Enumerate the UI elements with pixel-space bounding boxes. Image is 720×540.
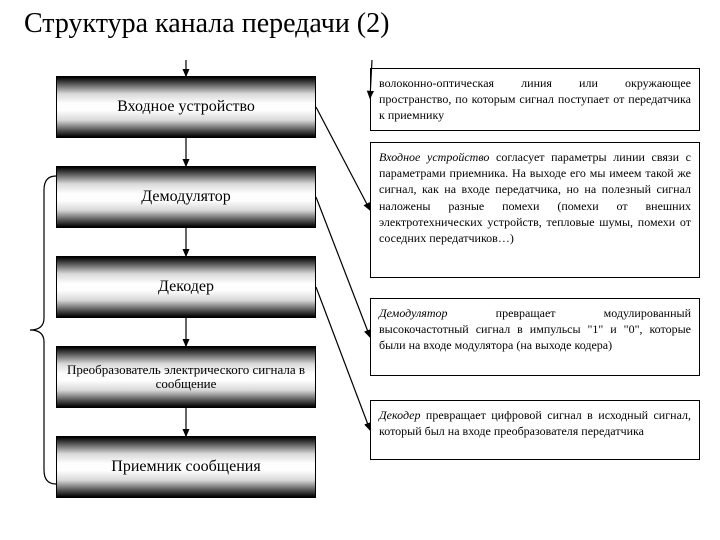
desc-text: согласует параметры линии связи с параме… [379,150,691,245]
desc-line: волоконно-оптическая линия или окружающе… [370,68,700,131]
desc-demodulator: Демодулятор превращает модулированный вы… [370,298,700,376]
blocks-column: Входное устройство Демодулятор Декодер П… [56,76,316,526]
desc-lead: Входное устройство [379,150,489,164]
block-label: Демодулятор [141,188,230,206]
desc-input-device: Входное устройство согласует параметры л… [370,142,700,278]
desc-lead: Демодулятор [379,306,448,320]
block-label: Входное устройство [117,98,255,116]
desc-decoder: Декодер превращает цифровой сигнал в исх… [370,400,700,460]
block-decoder: Декодер [56,256,316,318]
block-converter: Преобразователь электрического сигнала в… [56,346,316,408]
desc-lead: Декодер [379,408,421,422]
block-label: Декодер [158,278,214,296]
desc-text: превращает цифровой сигнал в исходный си… [379,408,691,438]
block-input-device: Входное устройство [56,76,316,138]
block-demodulator: Демодулятор [56,166,316,228]
block-label: Приемник сообщения [111,458,260,476]
desc-text: волоконно-оптическая линия или окружающе… [379,76,691,122]
block-label: Преобразователь электрического сигнала в… [63,363,309,392]
page-title: Структура канала передачи (2) [24,8,389,40]
block-receiver: Приемник сообщения [56,436,316,498]
